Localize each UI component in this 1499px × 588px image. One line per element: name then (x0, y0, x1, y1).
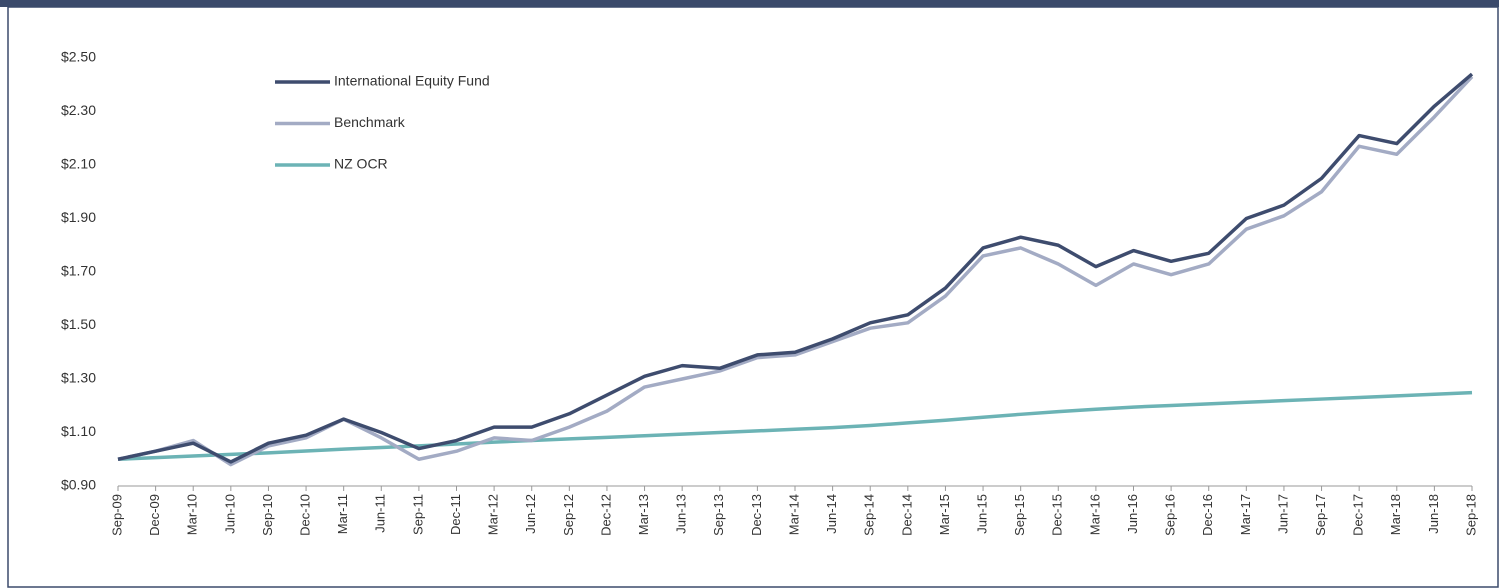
x-tick-label: Jun-10 (222, 494, 237, 534)
x-tick-label: Mar-12 (486, 494, 501, 535)
x-tick-label: Mar-17 (1238, 494, 1253, 535)
x-tick-label: Sep-18 (1463, 494, 1478, 536)
x-tick-label: Dec-17 (1351, 494, 1366, 536)
series-line (117, 390, 1473, 461)
header-bar (0, 0, 1499, 7)
x-tick-label: Jun-11 (373, 494, 388, 533)
x-tick-label: Mar-10 (185, 494, 200, 535)
x-tick-label: Jun-15 (974, 494, 989, 534)
x-tick-label: Dec-13 (749, 494, 764, 536)
legend-label: Benchmark (334, 114, 406, 130)
frame (7, 6, 1499, 588)
x-tick-label: Sep-09 (109, 494, 124, 536)
legend-label: International Equity Fund (334, 73, 490, 89)
x-tick-label: Jun-17 (1275, 494, 1290, 534)
x-tick-label: Mar-11 (335, 494, 350, 534)
x-tick-label: Jun-14 (824, 494, 839, 534)
x-tick-label: Sep-16 (1163, 494, 1178, 536)
x-tick-label: Sep-12 (561, 494, 576, 536)
y-tick-label: $1.90 (61, 209, 96, 225)
x-tick-label: Dec-11 (448, 494, 463, 535)
x-tick-label: Dec-14 (899, 494, 914, 536)
x-tick-label: Sep-11 (410, 494, 425, 535)
x-tick-label: Sep-14 (862, 494, 877, 536)
x-tick-label: Dec-16 (1200, 494, 1215, 536)
x-tick-label: Mar-15 (937, 494, 952, 535)
x-tick-label: Mar-18 (1388, 494, 1403, 535)
x-tick-label: Sep-15 (1012, 494, 1027, 536)
x-tick-label: Jun-18 (1426, 494, 1441, 534)
series-line (117, 75, 1474, 467)
x-tick-label: Mar-13 (636, 494, 651, 535)
legend-label: NZ OCR (334, 156, 388, 172)
y-tick-label: $1.50 (61, 316, 96, 332)
x-tick-label: Dec-09 (147, 494, 162, 536)
x-tick-label: Jun-13 (674, 494, 689, 534)
y-tick-label: $1.10 (61, 423, 96, 439)
y-tick-label: $2.10 (61, 156, 96, 172)
x-tick-label: Dec-15 (1050, 494, 1065, 536)
x-tick-label: Jun-12 (523, 494, 538, 534)
x-tick-label: Dec-10 (297, 494, 312, 536)
x-tick-label: Mar-14 (786, 494, 801, 535)
x-tick-label: Sep-10 (260, 494, 275, 536)
x-tick-label: Sep-17 (1313, 494, 1328, 536)
y-tick-label: $2.30 (61, 102, 96, 118)
x-tick-label: Dec-12 (598, 494, 613, 536)
series-line (117, 72, 1474, 464)
y-tick-label: $1.30 (61, 370, 96, 386)
x-tick-label: Mar-16 (1087, 494, 1102, 535)
y-tick-label: $2.50 (61, 49, 96, 65)
y-tick-label: $0.90 (61, 477, 96, 493)
x-tick-label: Jun-16 (1125, 494, 1140, 534)
y-tick-label: $1.70 (61, 263, 96, 279)
x-tick-label: Sep-13 (711, 494, 726, 536)
